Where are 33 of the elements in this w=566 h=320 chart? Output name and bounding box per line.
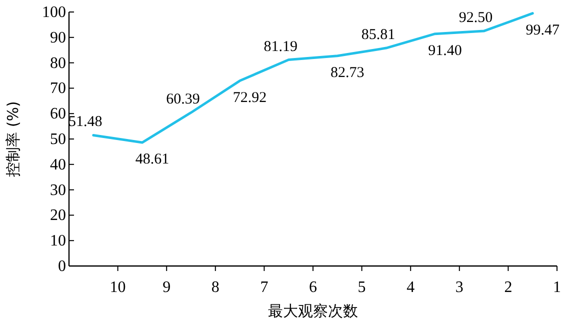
x-tick-label: 2 [504, 279, 512, 296]
data-label: 82.73 [330, 64, 364, 81]
y-tick-label: 90 [50, 29, 66, 46]
x-tick-label: 6 [309, 279, 317, 296]
x-tick-label: 1 [553, 279, 561, 296]
x-tick-label: 7 [260, 279, 268, 296]
x-tick-label: 10 [110, 279, 126, 296]
x-tick-label: 4 [406, 279, 415, 296]
data-label: 85.81 [361, 27, 396, 44]
y-tick-label: 10 [50, 232, 66, 250]
y-axis-title: 控制率 (%) [4, 101, 22, 177]
y-tick-label: 80 [50, 54, 66, 72]
x-tick-label: 5 [358, 279, 366, 296]
data-label: 60.39 [166, 92, 200, 108]
x-tick-label: 3 [455, 279, 464, 296]
y-tick-label: 40 [50, 156, 66, 174]
x-tick-label: 8 [211, 279, 220, 296]
data-label: 91.40 [428, 42, 462, 59]
data-label: 92.50 [458, 10, 493, 26]
data-label: 72.92 [232, 90, 267, 106]
y-tick-label: 30 [50, 182, 66, 199]
y-tick-label: 0 [58, 258, 66, 275]
data-label: 51.48 [68, 114, 102, 130]
x-tick-label: 9 [162, 279, 171, 296]
data-label: 48.61 [135, 152, 170, 168]
y-tick-label: 20 [50, 207, 66, 224]
y-tick-label: 100 [42, 4, 66, 21]
y-tick-label: 60 [50, 106, 66, 123]
y-tick-label: 70 [50, 80, 66, 98]
y-tick-label: 50 [50, 131, 66, 148]
data-label: 81.19 [264, 38, 298, 55]
x-axis-title: 最大观察次数 [268, 302, 358, 320]
data-label: 99.47 [526, 22, 560, 38]
